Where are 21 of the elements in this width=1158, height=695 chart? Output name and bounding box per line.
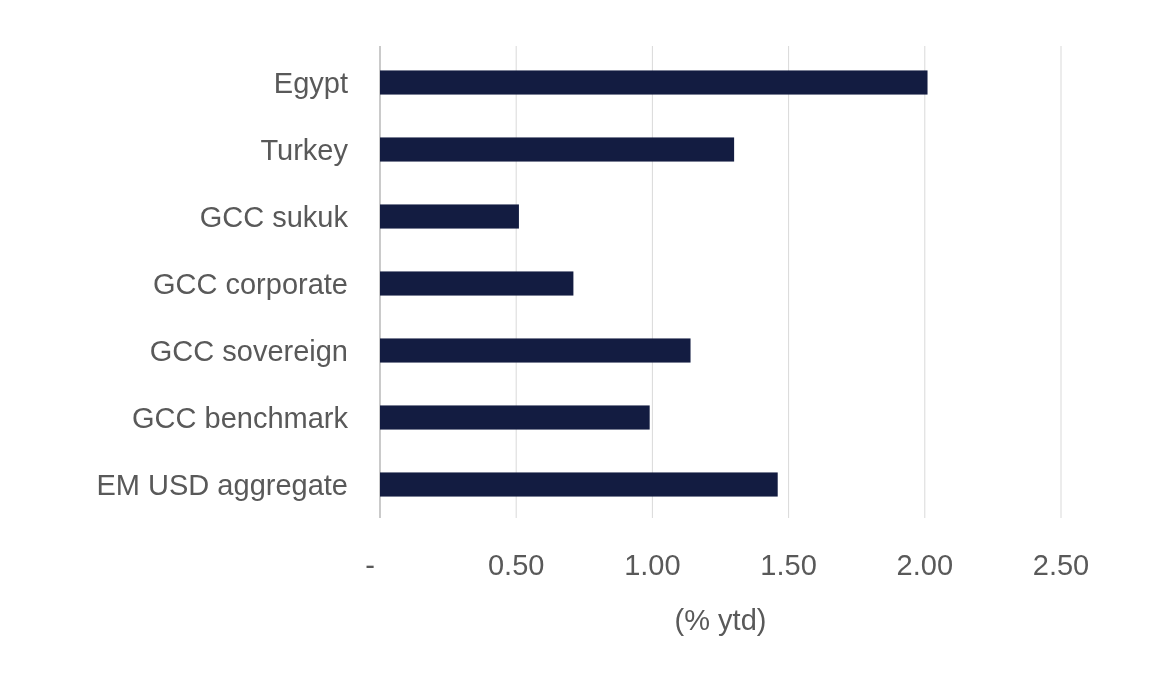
y-tick-label: GCC sovereign	[149, 334, 348, 367]
x-tick-label: 2.50	[1032, 549, 1090, 581]
y-tick-label: GCC corporate	[152, 267, 348, 300]
bar	[380, 405, 650, 430]
x-tick-label: 1.00	[624, 549, 681, 581]
bar	[380, 70, 928, 95]
x-tick-label: -	[365, 549, 375, 581]
y-tick-label: GCC sukuk	[199, 200, 349, 233]
bar	[380, 472, 778, 497]
bar	[380, 204, 519, 229]
y-tick-label: GCC benchmark	[132, 401, 349, 434]
bar	[380, 137, 735, 162]
x-tick-label: 1.50	[760, 549, 817, 581]
x-tick-label: 2.00	[896, 549, 954, 581]
y-tick-label: EM USD aggregate	[96, 468, 348, 501]
y-tick-label: Egypt	[273, 66, 348, 99]
bar	[380, 338, 691, 363]
y-tick-label: Turkey	[260, 133, 349, 166]
bar	[380, 271, 574, 296]
x-axis-title: (% ytd)	[674, 604, 767, 636]
x-tick-label: 0.50	[487, 549, 545, 581]
